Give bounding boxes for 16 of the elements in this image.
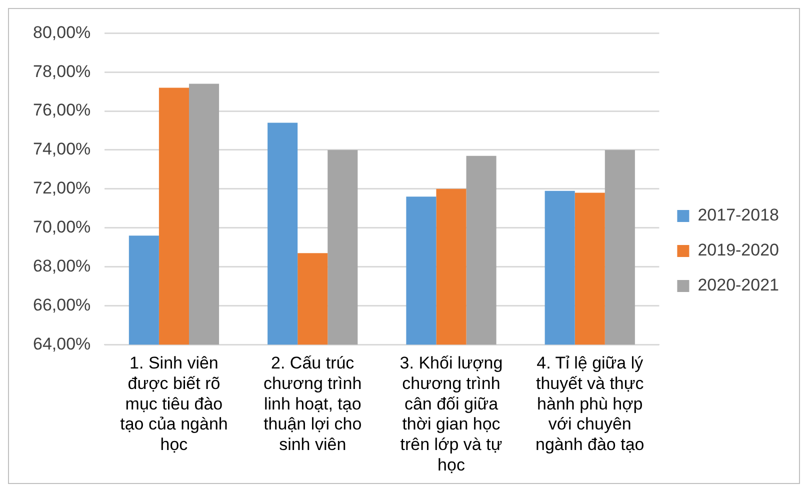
x-tick-label: 4. Tỉ lệ giữa lý thuyết và thực hành phù hợp với chuyên ngành đào tạo: [536, 353, 644, 454]
legend-label: 2017-2018: [698, 206, 780, 225]
x-tick-label: 3. Khối lượng chương trình cân đối giữa thời gian học trên lớp và tự học: [400, 353, 503, 474]
x-tick-label: 1. Sinh viên được biết rõ mục tiêu đào tạo của ngành học: [120, 353, 228, 454]
legend-label: 2019-2020: [698, 240, 780, 260]
y-tick-label: 74,00%: [32, 140, 91, 159]
y-tick-label: 70,00%: [32, 218, 91, 237]
legend-label: 2020-2021: [698, 276, 780, 295]
x-tick-label: 2. Cấu trúc chương trình linh hoạt, tạo thuận lợi cho sinh viên: [264, 353, 362, 454]
y-tick-label: 76,00%: [32, 100, 91, 120]
y-tick-label: 80,00%: [32, 22, 91, 42]
y-tick-label: 78,00%: [32, 62, 91, 81]
y-tick-label: 64,00%: [32, 334, 91, 354]
y-tick-label: 72,00%: [32, 178, 91, 198]
y-tick-label: 68,00%: [32, 256, 91, 276]
y-tick-label: 66,00%: [32, 295, 91, 314]
